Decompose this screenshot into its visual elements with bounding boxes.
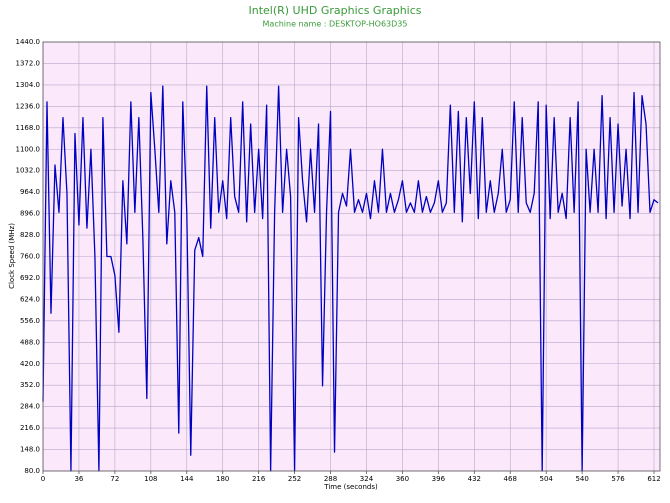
y-tick-label: 1304.0 <box>16 81 41 89</box>
series <box>42 85 659 472</box>
line <box>42 85 659 472</box>
x-tick-label: 144 <box>180 475 194 483</box>
y-tick-label: 1168.0 <box>16 124 41 132</box>
y-tick-label: 692.0 <box>20 274 40 282</box>
x-tick-label: 252 <box>288 475 301 483</box>
y-tick-label: 488.0 <box>20 338 40 346</box>
x-tick-label: 540 <box>575 475 588 483</box>
y-axis-label: Clock Speed (MHz) <box>8 223 16 289</box>
x-tick-label: 396 <box>432 475 446 483</box>
y-tick-label: 80.0 <box>24 467 40 475</box>
y-tick-label: 148.0 <box>20 446 40 454</box>
y-tick-label: 284.0 <box>20 403 40 411</box>
y-tick-label: 1100.0 <box>16 145 41 153</box>
x-tick-label: 180 <box>216 475 229 483</box>
y-tick-label: 1440.0 <box>16 38 41 46</box>
y-tick-label: 828.0 <box>20 231 40 239</box>
x-axis-label: Time (seconds) <box>323 483 378 491</box>
x-tick-label: 432 <box>468 475 481 483</box>
y-tick-label: 1032.0 <box>16 167 41 175</box>
plot-border <box>42 41 661 472</box>
chart-subtitle: Machine name : DESKTOP-HO63D35 <box>263 20 408 29</box>
x-tick-label: 0 <box>41 475 45 483</box>
x-tick-label: 324 <box>360 475 374 483</box>
x-tick-label: 576 <box>611 475 625 483</box>
x-tick-label: 36 <box>74 475 83 483</box>
x-tick-label: 504 <box>539 475 553 483</box>
x-tick-label: 288 <box>324 475 337 483</box>
y-tick-label: 760.0 <box>20 253 40 261</box>
x-tick-label: 72 <box>110 475 119 483</box>
x-tick-label: 108 <box>144 475 157 483</box>
x-tick-label: 612 <box>647 475 660 483</box>
x-tick-label: 216 <box>252 475 266 483</box>
chart-title: Intel(R) UHD Graphics Graphics <box>248 4 421 17</box>
y-tick-label: 352.0 <box>20 381 40 389</box>
y-tick-label: 1372.0 <box>16 59 41 67</box>
y-tick-label: 964.0 <box>20 188 40 196</box>
y-tick-label: 216.0 <box>20 424 40 432</box>
y-tick-label: 1236.0 <box>16 102 41 110</box>
x-tick-label: 360 <box>396 475 409 483</box>
grid <box>42 41 660 472</box>
x-tick-label: 468 <box>504 475 517 483</box>
y-tick-label: 896.0 <box>20 210 40 218</box>
y-tick-label: 420.0 <box>20 360 40 368</box>
y-tick-label: 556.0 <box>20 317 40 325</box>
y-tick-label: 624.0 <box>20 295 40 303</box>
